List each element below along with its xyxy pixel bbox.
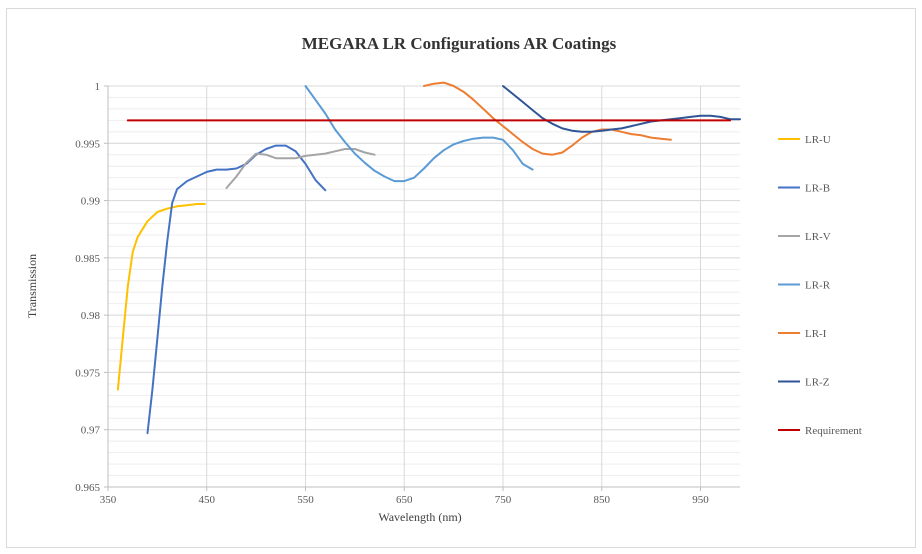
x-tick-label: 350 [100, 494, 117, 506]
x-tick-label: 450 [199, 494, 216, 506]
y-tick-label: 0.97 [81, 425, 101, 437]
axes [104, 85, 740, 491]
series-line-lr-r [304, 85, 534, 183]
x-tick-label: 950 [692, 494, 709, 506]
series-line-lr-b [146, 144, 327, 435]
series-line-lr-u [116, 203, 206, 391]
x-axis-title: Wavelength (nm) [378, 510, 461, 524]
y-tick-label: 1 [95, 81, 101, 93]
legend-entry-label: LR-U [805, 134, 831, 146]
legend-entry-label: LR-Z [805, 377, 830, 389]
y-tick-labels: 0.965 0.97 0.975 0.98 0.985 0.99 0.995 1 [75, 81, 100, 494]
series-line-lr-i [423, 81, 672, 156]
legend-entry-label: LR-V [805, 231, 831, 243]
y-tick-label: 0.965 [75, 482, 100, 494]
legend-entry-label: LR-R [805, 280, 831, 292]
x-tick-label: 750 [495, 494, 512, 506]
legend-entry-label: LR-I [805, 328, 827, 340]
legend-entry-label: Requirement [805, 425, 862, 437]
y-tick-label: 0.995 [75, 138, 100, 150]
x-tick-label: 850 [594, 494, 611, 506]
legend-entry-label: LR-B [805, 183, 830, 195]
y-tick-label: 0.99 [81, 196, 101, 208]
x-tick-label: 550 [297, 494, 314, 506]
y-tick-label: 0.975 [75, 367, 100, 379]
chart-frame [6, 8, 916, 548]
x-tick-label: 650 [396, 494, 413, 506]
x-tick-labels: 350 450 550 650 750 850 950 [100, 494, 710, 506]
y-tick-label: 0.985 [75, 253, 100, 265]
chart-title: MEGARA LR Configurations AR Coatings [302, 34, 617, 53]
y-tick-label: 0.98 [81, 310, 101, 322]
series-line-lr-z [502, 85, 741, 133]
y-axis-title: Transmission [25, 254, 39, 318]
series-lines [116, 81, 741, 435]
gridlines [107, 85, 740, 488]
legend: LR-U LR-B LR-V LR-R LR-I LR-Z Requirement [778, 134, 862, 437]
